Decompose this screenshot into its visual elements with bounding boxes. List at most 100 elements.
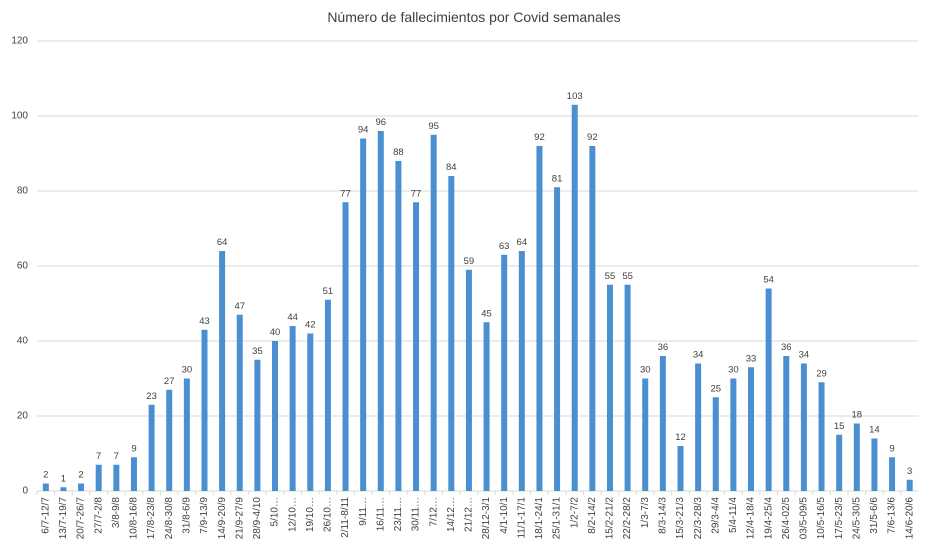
value-label: 94 (358, 125, 369, 136)
x-tick-label: 26/4-02/5 (781, 497, 792, 540)
bar (624, 284, 631, 491)
bar (589, 146, 596, 491)
x-tick-label: 15/2-21/2 (605, 497, 616, 540)
bar (906, 479, 913, 491)
value-label: 9 (889, 443, 894, 454)
y-tick-label: 20 (17, 411, 29, 422)
bar (236, 314, 243, 491)
x-tick-label: 7/9-13/9 (199, 497, 210, 534)
bar (871, 438, 878, 491)
bar (748, 367, 755, 491)
x-tick-label: 1/2-7/2 (569, 497, 580, 529)
value-label: 47 (234, 301, 245, 312)
bar (677, 446, 684, 491)
value-label: 1 (61, 473, 66, 484)
value-label: 44 (287, 312, 298, 323)
y-tick-label: 60 (17, 261, 29, 272)
x-tick-label: 2/11-8/11 (340, 497, 351, 538)
bar (465, 269, 472, 491)
value-label: 29 (816, 368, 827, 379)
value-label: 42 (305, 320, 316, 331)
bar (42, 483, 49, 491)
x-tick-label: 7/6-13/6 (887, 497, 898, 534)
value-label: 36 (781, 342, 792, 353)
value-label: 40 (270, 327, 281, 338)
value-label: 55 (605, 271, 616, 282)
x-tick-label: 20/7-26/7 (76, 497, 87, 540)
value-label: 92 (534, 132, 545, 143)
x-tick-label: 14/9-20/9 (217, 497, 228, 540)
value-label: 30 (640, 365, 651, 376)
bar (518, 251, 525, 491)
y-tick-label: 100 (11, 111, 28, 122)
value-label: 95 (428, 121, 439, 132)
value-label: 51 (323, 286, 334, 297)
x-tick-label: 6/7-12/7 (40, 497, 51, 534)
x-tick-label: 28/9-4/10 (252, 497, 263, 540)
bar (360, 138, 367, 491)
bar (324, 299, 331, 491)
bar (695, 363, 702, 491)
bar (765, 288, 772, 491)
x-tick-label: 30/11… (411, 497, 422, 531)
y-tick-label: 120 (11, 36, 28, 47)
bar (254, 359, 261, 491)
value-label: 30 (182, 365, 193, 376)
x-tick-label: 21/12… (464, 497, 475, 532)
value-label: 54 (763, 275, 774, 286)
bar (183, 378, 190, 491)
bar (289, 326, 296, 491)
bar (818, 382, 825, 491)
bar (201, 329, 208, 491)
value-label: 2 (43, 470, 48, 481)
bar (95, 464, 102, 491)
bar (272, 341, 279, 491)
bar (889, 457, 896, 491)
x-tick-label: 31/8-6/9 (181, 497, 192, 534)
value-label: 7 (114, 451, 119, 462)
bar (571, 104, 578, 491)
bar (219, 251, 226, 491)
value-label: 88 (393, 147, 404, 158)
value-label: 77 (411, 188, 422, 199)
value-label: 92 (587, 132, 598, 143)
x-tick-label: 5/4-11/4 (728, 497, 739, 533)
value-label: 77 (340, 188, 351, 199)
x-tick-label: 17/8-23/8 (146, 497, 157, 540)
y-tick-label: 80 (17, 186, 29, 197)
bar (642, 378, 649, 491)
bar (536, 146, 543, 491)
value-label: 3 (907, 466, 912, 477)
x-tick-label: 4/1-10/1 (499, 497, 510, 534)
bar (342, 202, 349, 491)
value-label: 64 (517, 237, 528, 248)
value-label: 30 (728, 365, 739, 376)
value-label: 35 (252, 346, 263, 357)
x-tick-label: 11/1-17/1 (516, 497, 527, 539)
bar (853, 423, 860, 491)
value-label: 81 (552, 173, 563, 184)
x-tick-label: 5/10… (270, 497, 281, 526)
x-tick-label: 8/2-14/2 (587, 497, 598, 534)
bar (130, 457, 137, 491)
value-label: 25 (710, 383, 721, 394)
value-label: 23 (146, 391, 157, 402)
value-label: 2 (78, 470, 83, 481)
y-tick-label: 0 (22, 486, 28, 497)
chart-title: Número de fallecimientos por Covid seman… (327, 9, 620, 25)
value-label: 45 (481, 308, 492, 319)
bar (307, 333, 314, 491)
x-tick-label: 24/8-30/8 (164, 497, 175, 540)
value-label: 103 (567, 91, 583, 102)
bar (395, 161, 402, 491)
x-tick-label: 24/5-30/5 (851, 497, 862, 540)
bar (501, 254, 508, 491)
bar (606, 284, 613, 491)
x-tick-label: 28/12-3/1 (481, 497, 492, 540)
value-label: 55 (622, 271, 633, 282)
x-tick-label: 16/11… (375, 497, 386, 531)
bar (659, 356, 666, 491)
x-tick-label: 3/8-9/8 (111, 497, 122, 529)
value-label: 14 (869, 425, 880, 436)
